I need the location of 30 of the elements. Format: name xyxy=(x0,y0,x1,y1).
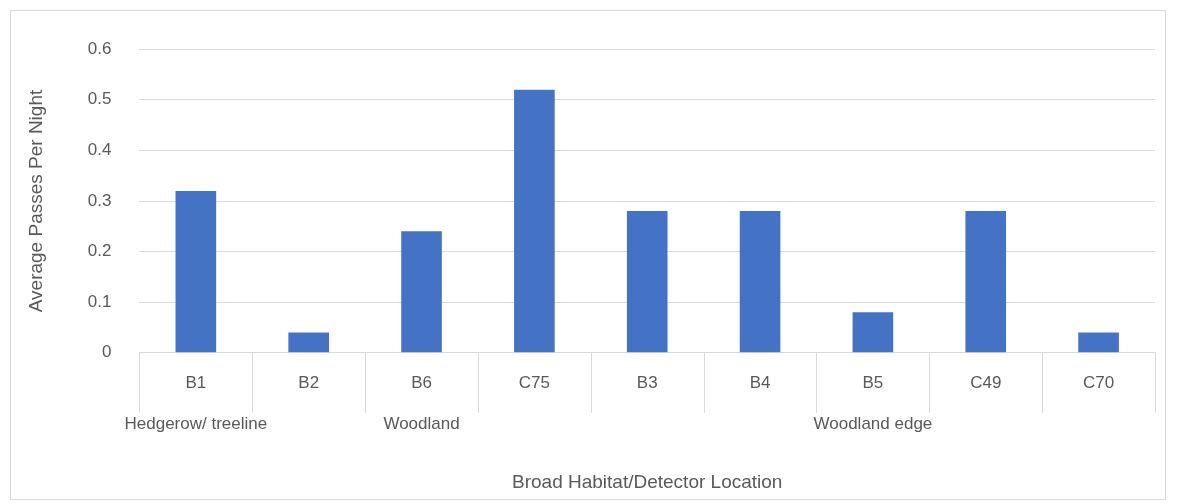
y-tick-label: 0.1 xyxy=(87,291,112,311)
bar xyxy=(739,211,781,353)
text: Hedgerow/ treeline xyxy=(124,414,268,434)
x-axis-title: Broad Habitat/Detector Location xyxy=(512,470,783,492)
y-axis-title: Average Passes Per Night xyxy=(24,89,46,313)
y-tick-label: 0.3 xyxy=(87,190,112,210)
bar xyxy=(852,312,894,353)
x-tick-label: B5 xyxy=(862,372,884,392)
x-tick-label: C75 xyxy=(518,372,550,392)
bar xyxy=(626,211,668,353)
x-tick-label: B4 xyxy=(749,372,771,392)
x-tick-label: B1 xyxy=(185,372,207,392)
text: Woodland xyxy=(383,414,460,434)
bar xyxy=(175,190,217,353)
x-tick-label: B2 xyxy=(298,372,320,392)
bar xyxy=(1078,332,1119,353)
y-tick-label: 0.6 xyxy=(87,38,112,58)
x-tick-label: C70 xyxy=(1082,372,1115,392)
y-tick-label: 0.2 xyxy=(87,241,112,261)
bar xyxy=(401,231,442,353)
x-tick-label: B6 xyxy=(411,372,432,392)
x-tick-label: C49 xyxy=(970,372,1002,392)
bar xyxy=(965,211,1007,353)
x-tick-label: B3 xyxy=(636,372,658,392)
bar xyxy=(288,332,330,353)
text: Woodland edge xyxy=(813,414,933,434)
y-tick-label: 0 xyxy=(101,342,112,362)
y-tick-label: 0.4 xyxy=(87,140,112,160)
bar xyxy=(514,89,555,353)
y-tick-label: 0.5 xyxy=(87,89,112,109)
